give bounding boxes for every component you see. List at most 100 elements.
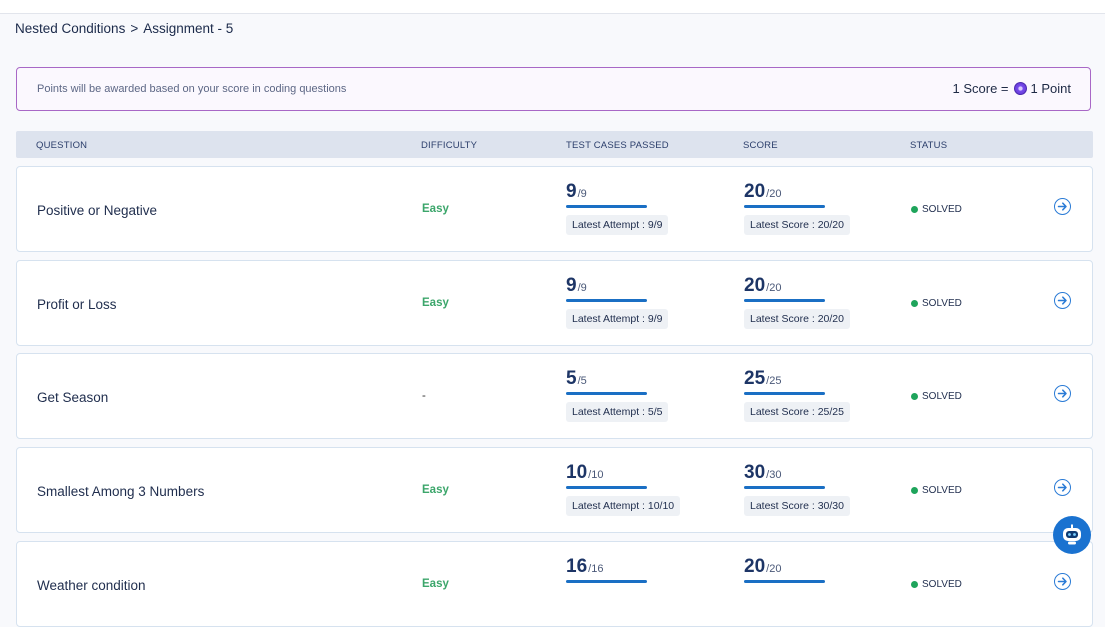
- breadcrumb-parent[interactable]: Nested Conditions: [15, 21, 126, 36]
- status-text: SOLVED: [922, 579, 962, 590]
- test-cases-passed: 10/10 Latest Attempt : 10/10: [566, 462, 681, 516]
- column-score: SCORE: [743, 140, 778, 151]
- column-difficulty: DIFFICULTY: [421, 140, 478, 151]
- latest-score-badge: Latest Score : 20/20: [744, 215, 850, 235]
- score-cell: 20/20 Latest Score : 20/20: [744, 181, 850, 235]
- table-row[interactable]: Weather condition Easy 16/16 20/20 SOLVED: [16, 541, 1093, 627]
- difficulty-label: Easy: [422, 297, 449, 309]
- status-badge: SOLVED: [911, 579, 962, 590]
- score-label: 1 Score =: [952, 81, 1009, 96]
- column-status: STATUS: [910, 140, 948, 151]
- status-dot-icon: [911, 581, 918, 588]
- column-question: QUESTION: [36, 140, 88, 151]
- arrow-right-circle-icon[interactable]: [1054, 479, 1071, 496]
- score-max-value: /20: [766, 563, 782, 575]
- top-bar: [0, 0, 1105, 14]
- test-cases-passed: 9/9 Latest Attempt : 9/9: [566, 275, 669, 329]
- score-progress-bar: [744, 392, 825, 395]
- score-cell: 25/25 Latest Score : 25/25: [744, 368, 850, 422]
- latest-score-badge: Latest Score : 20/20: [744, 309, 850, 329]
- arrow-right-circle-icon[interactable]: [1054, 385, 1071, 402]
- score-max-value: /30: [766, 469, 782, 481]
- tests-progress-bar: [566, 486, 647, 489]
- score-progress-bar: [744, 486, 825, 489]
- status-badge: SOLVED: [911, 298, 962, 309]
- table-row[interactable]: Profit or Loss Easy 9/9 Latest Attempt : 9/…: [16, 260, 1093, 346]
- tests-total-value: /10: [588, 469, 604, 481]
- score-max-value: /25: [766, 375, 782, 387]
- difficulty-label: Easy: [422, 578, 449, 590]
- question-title[interactable]: Smallest Among 3 Numbers: [37, 484, 205, 499]
- question-title[interactable]: Positive or Negative: [37, 203, 158, 218]
- arrow-right-circle-icon[interactable]: [1054, 198, 1071, 215]
- tests-passed-value: 5: [566, 368, 577, 389]
- points-conversion: 1 Score = 1 Point: [953, 81, 1072, 96]
- score-progress-bar: [744, 580, 825, 583]
- difficulty-label: Easy: [422, 484, 449, 496]
- column-test-cases: TEST CASES PASSED: [566, 140, 669, 151]
- tests-progress-bar: [566, 580, 647, 583]
- question-title[interactable]: Profit or Loss: [37, 297, 117, 312]
- table-row[interactable]: Get Season - 5/5 Latest Attempt : 5/5 25/25 L…: [16, 353, 1093, 439]
- tests-total-value: /9: [577, 188, 587, 200]
- latest-attempt-badge: Latest Attempt : 5/5: [566, 402, 669, 422]
- breadcrumb-current: Assignment - 5: [143, 21, 234, 36]
- question-title[interactable]: Weather condition: [37, 578, 146, 593]
- tests-passed-value: 9: [566, 275, 577, 296]
- status-badge: SOLVED: [911, 204, 962, 215]
- tests-total-value: /5: [577, 375, 587, 387]
- table-row[interactable]: Smallest Among 3 Numbers Easy 10/10 Latest …: [16, 447, 1093, 533]
- score-cell: 30/30 Latest Score : 30/30: [744, 462, 850, 516]
- tests-progress-bar: [566, 299, 647, 302]
- tests-passed-value: 9: [566, 181, 577, 202]
- score-cell: 20/20 Latest Score : 20/20: [744, 275, 850, 329]
- arrow-right-circle-icon[interactable]: [1054, 292, 1071, 309]
- status-text: SOLVED: [922, 298, 962, 309]
- score-max-value: /20: [766, 188, 782, 200]
- table-header: QUESTION DIFFICULTY TEST CASES PASSED SC…: [16, 131, 1093, 158]
- status-dot-icon: [911, 487, 918, 494]
- score-value: 25: [744, 368, 766, 389]
- breadcrumb-separator: >: [130, 21, 139, 36]
- latest-attempt-badge: Latest Attempt : 10/10: [566, 496, 681, 516]
- points-coin-icon: [1013, 82, 1027, 95]
- status-text: SOLVED: [922, 204, 962, 215]
- difficulty-label: Easy: [422, 203, 449, 215]
- test-cases-passed: 5/5 Latest Attempt : 5/5: [566, 368, 669, 422]
- score-value: 30: [744, 462, 766, 483]
- tests-total-value: /9: [577, 282, 587, 294]
- tests-passed-value: 16: [566, 556, 588, 577]
- score-progress-bar: [744, 299, 825, 302]
- points-info-banner: Points will be awarded based on your sco…: [16, 67, 1091, 111]
- question-title[interactable]: Get Season: [37, 390, 109, 405]
- status-dot-icon: [911, 300, 918, 307]
- score-cell: 20/20: [744, 556, 825, 583]
- tests-passed-value: 10: [566, 462, 588, 483]
- status-dot-icon: [911, 393, 918, 400]
- status-badge: SOLVED: [911, 485, 962, 496]
- latest-score-badge: Latest Score : 30/30: [744, 496, 850, 516]
- point-label: 1 Point: [1030, 81, 1071, 96]
- tests-total-value: /16: [588, 563, 604, 575]
- status-text: SOLVED: [922, 391, 962, 402]
- latest-score-badge: Latest Score : 25/25: [744, 402, 850, 422]
- test-cases-passed: 16/16: [566, 556, 647, 583]
- score-max-value: /20: [766, 282, 782, 294]
- score-progress-bar: [744, 205, 825, 208]
- score-value: 20: [744, 556, 766, 577]
- test-cases-passed: 9/9 Latest Attempt : 9/9: [566, 181, 669, 235]
- status-dot-icon: [911, 206, 918, 213]
- arrow-right-circle-icon[interactable]: [1054, 573, 1071, 590]
- score-value: 20: [744, 275, 766, 296]
- latest-attempt-badge: Latest Attempt : 9/9: [566, 215, 669, 235]
- latest-attempt-badge: Latest Attempt : 9/9: [566, 309, 669, 329]
- tests-progress-bar: [566, 392, 647, 395]
- status-text: SOLVED: [922, 485, 962, 496]
- status-badge: SOLVED: [911, 391, 962, 402]
- difficulty-label: -: [422, 390, 426, 402]
- breadcrumb: Nested Conditions > Assignment - 5: [15, 21, 233, 36]
- points-info-text: Points will be awarded based on your sco…: [37, 83, 347, 95]
- tests-progress-bar: [566, 205, 647, 208]
- robot-assistant-icon[interactable]: [1053, 516, 1091, 554]
- table-row[interactable]: Positive or Negative Easy 9/9 Latest Attemp…: [16, 166, 1093, 252]
